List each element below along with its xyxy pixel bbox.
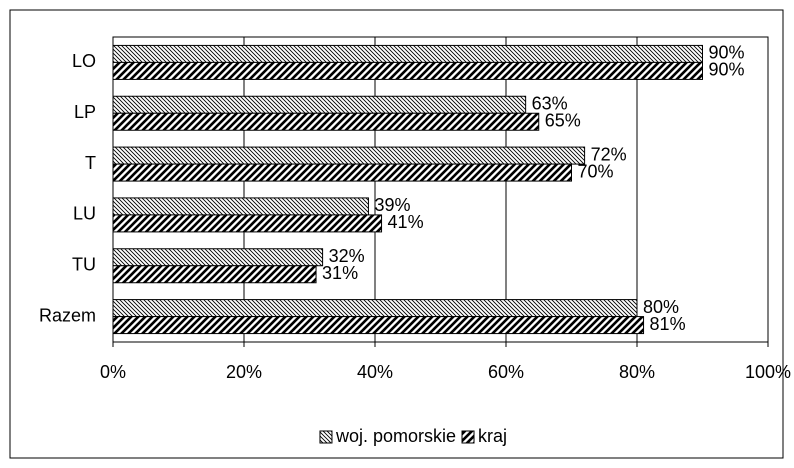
bar [112,214,383,233]
bar [112,316,645,335]
data-label: 90% [709,43,745,63]
bar [112,44,703,63]
data-label: 70% [578,161,614,181]
bar [112,299,638,318]
x-tick-label: 60% [488,362,524,382]
bar [112,265,317,284]
data-label: 32% [329,246,365,266]
y-tick-label: TU [72,255,96,275]
data-label: 80% [643,297,679,317]
data-label: 31% [322,263,358,283]
data-label: 41% [388,212,424,232]
bar [112,112,540,131]
data-label: 39% [374,195,410,215]
x-tick-label: 0% [100,362,126,382]
plot-area [112,36,769,343]
data-label: 65% [545,111,581,131]
x-tick-label: 80% [619,362,655,382]
data-label: 90% [709,60,745,80]
bar [112,197,369,216]
legend-label: kraj [478,426,507,446]
bar [112,146,586,165]
x-tick-label: 100% [745,362,791,382]
data-label: 81% [650,314,686,334]
bar [112,95,527,114]
x-tick-label: 20% [226,362,262,382]
legend-label: woj. pomorskie [335,426,456,446]
y-tick-label: LP [74,102,96,122]
data-label: 63% [532,94,568,114]
y-tick-label: T [85,153,96,173]
bar [112,163,572,182]
legend-swatch [319,430,333,444]
data-label: 72% [591,144,627,164]
y-tick-label: Razem [39,305,96,325]
legend-swatch [461,430,475,444]
x-tick-label: 40% [357,362,393,382]
bar [112,248,324,267]
y-tick-label: LO [72,51,96,71]
y-tick-label: LU [73,204,96,224]
bar [112,61,703,80]
